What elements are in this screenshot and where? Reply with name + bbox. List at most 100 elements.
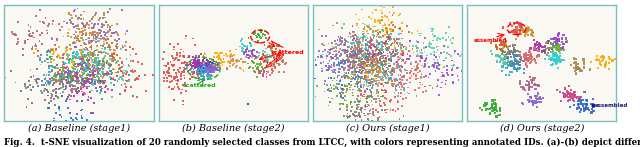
Point	[82, 74, 92, 76]
Point	[79, 62, 89, 64]
Point	[89, 58, 99, 61]
Point	[258, 72, 268, 75]
Point	[444, 26, 454, 28]
Point	[207, 66, 217, 68]
Point	[531, 102, 541, 104]
Point	[74, 30, 84, 33]
Point	[385, 71, 396, 73]
Point	[258, 50, 268, 52]
Point	[47, 77, 58, 79]
Point	[107, 24, 117, 27]
Point	[33, 55, 43, 58]
Point	[384, 46, 394, 49]
Point	[419, 66, 429, 69]
Point	[515, 54, 525, 56]
Point	[387, 74, 397, 76]
Point	[97, 77, 108, 79]
Point	[56, 66, 66, 69]
Point	[344, 69, 354, 71]
Point	[191, 61, 201, 63]
Point	[340, 43, 351, 46]
Point	[601, 62, 611, 65]
Point	[193, 62, 204, 65]
Point	[358, 47, 368, 50]
Point	[572, 96, 582, 99]
Point	[550, 45, 561, 48]
Point	[192, 70, 202, 72]
Point	[401, 82, 411, 85]
Point	[390, 96, 400, 98]
Point	[74, 58, 84, 60]
Point	[607, 60, 618, 62]
Point	[344, 115, 355, 117]
Point	[97, 29, 107, 32]
Point	[49, 49, 59, 52]
Point	[390, 47, 400, 49]
Point	[416, 55, 426, 57]
Point	[201, 63, 211, 65]
Point	[356, 72, 367, 75]
Point	[510, 29, 520, 31]
Point	[380, 41, 390, 43]
Point	[365, 64, 375, 66]
Point	[49, 59, 59, 61]
Point	[342, 88, 352, 90]
Point	[363, 68, 373, 71]
Point	[346, 101, 356, 103]
Point	[67, 75, 77, 77]
Point	[108, 32, 118, 34]
Point	[375, 70, 385, 72]
Point	[509, 29, 519, 31]
Point	[491, 40, 501, 42]
Point	[371, 83, 381, 85]
Point	[198, 66, 209, 69]
Point	[222, 55, 232, 57]
Point	[411, 78, 421, 80]
Point	[365, 51, 376, 54]
Point	[350, 52, 360, 54]
Point	[109, 59, 119, 61]
Point	[164, 66, 174, 69]
Point	[52, 67, 62, 69]
Point	[92, 75, 102, 78]
Point	[324, 65, 334, 67]
Point	[374, 42, 384, 45]
Point	[515, 29, 525, 31]
Point	[329, 68, 339, 71]
Point	[225, 57, 236, 59]
Point	[213, 69, 223, 71]
Point	[262, 56, 273, 58]
Point	[377, 88, 387, 91]
Point	[247, 50, 257, 53]
Point	[524, 101, 534, 103]
Point	[93, 19, 104, 21]
Point	[191, 64, 202, 66]
Point	[373, 54, 383, 56]
Point	[358, 37, 369, 40]
Point	[111, 46, 122, 48]
Point	[69, 33, 79, 36]
Point	[76, 52, 86, 54]
Point	[339, 88, 349, 91]
Point	[381, 59, 391, 61]
Point	[547, 51, 557, 53]
Point	[454, 66, 464, 69]
Point	[554, 50, 564, 52]
Point	[357, 49, 367, 52]
Point	[196, 69, 206, 71]
Point	[100, 61, 110, 64]
Point	[392, 42, 402, 44]
Point	[24, 24, 34, 26]
Point	[369, 65, 380, 68]
Point	[432, 85, 442, 88]
Point	[386, 58, 396, 61]
Point	[344, 116, 354, 118]
Point	[25, 84, 35, 87]
Point	[109, 59, 120, 61]
Point	[86, 47, 97, 50]
Point	[98, 17, 108, 20]
Point	[92, 68, 102, 71]
Point	[376, 47, 387, 49]
Point	[396, 88, 406, 91]
Point	[99, 70, 109, 73]
